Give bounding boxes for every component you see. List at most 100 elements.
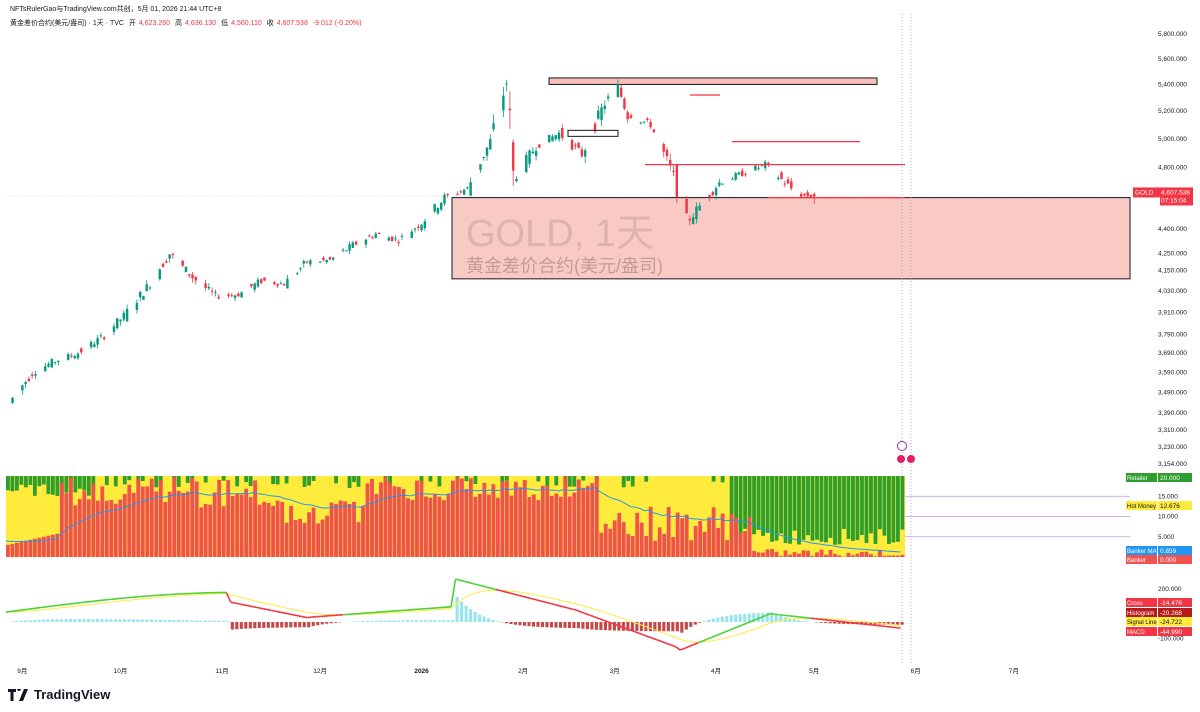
candle-body xyxy=(695,206,698,220)
macd-histogram-bar xyxy=(540,622,545,628)
signal-line-segment xyxy=(235,595,240,598)
banker-ma-segment xyxy=(302,503,308,506)
macd-line-segment xyxy=(284,612,290,615)
banker-bar xyxy=(442,500,446,557)
candle xyxy=(757,165,760,171)
retailer-bar xyxy=(536,476,541,482)
candle-body xyxy=(662,143,665,152)
candle xyxy=(217,294,220,300)
signal-line-segment xyxy=(581,604,586,608)
signal-line-segment xyxy=(774,620,780,623)
macd-histogram-bar xyxy=(289,622,293,628)
retailer-bar xyxy=(122,476,127,485)
macd-histogram-bar xyxy=(82,619,86,622)
signal-line-segment xyxy=(540,595,546,598)
macd-histogram-bar xyxy=(581,622,585,629)
banker-ma-segment xyxy=(145,498,151,501)
candle-body xyxy=(367,235,371,237)
macd-line-segment xyxy=(747,620,753,624)
banker-ma-segment xyxy=(262,493,267,496)
macd-line-segment xyxy=(675,646,681,651)
banker-bar xyxy=(55,533,60,557)
banker-ma-badge-label: Banker MA xyxy=(1127,549,1157,555)
macd-histogram-bar xyxy=(275,622,279,628)
macd-line-segment xyxy=(630,629,636,633)
candle-body xyxy=(485,147,489,156)
candle xyxy=(754,165,757,171)
candle xyxy=(763,159,767,172)
banker-bar xyxy=(806,550,810,557)
candle xyxy=(377,231,381,235)
banker-bar xyxy=(113,503,118,557)
candle-body xyxy=(96,338,99,345)
macd-line-segment xyxy=(594,616,600,620)
banker-bar xyxy=(41,536,46,557)
candle-body xyxy=(813,194,816,197)
price-badge-symbol-bg xyxy=(1133,187,1160,198)
macd-histogram-bar xyxy=(77,619,82,622)
macd-line-segment xyxy=(82,601,88,604)
signal-line-segment xyxy=(621,617,627,621)
banker-bar xyxy=(266,502,271,557)
candle xyxy=(685,196,688,214)
candle-body xyxy=(99,335,103,337)
macd-histogram-bar xyxy=(352,621,356,622)
candle-body xyxy=(309,260,312,265)
candle-body xyxy=(161,263,165,267)
banker-ma-segment xyxy=(509,488,515,491)
macd-line-segment xyxy=(733,625,739,630)
signal-line-segment xyxy=(680,638,685,642)
retailer-bar xyxy=(860,476,864,536)
signal-line-segment xyxy=(720,637,726,640)
banker-ma-segment xyxy=(414,493,420,496)
signal-line-segment xyxy=(531,593,537,596)
macd-histogram-bar xyxy=(864,622,868,625)
signal-line-segment xyxy=(459,597,465,602)
candle xyxy=(718,178,721,188)
candle xyxy=(273,281,276,286)
macd-histogram-bar xyxy=(50,619,55,622)
banker-ma-segment xyxy=(666,514,672,518)
macd-histogram-bar xyxy=(621,622,625,631)
candle-body xyxy=(119,319,122,322)
candle-body xyxy=(603,105,607,109)
symbol-text[interactable]: 黄金差价合约(美元/盎司) · 1天 · TVC xyxy=(10,20,124,27)
macd-line-segment xyxy=(518,594,524,598)
banker-bar xyxy=(320,519,325,557)
macd-line-segment xyxy=(567,607,573,610)
macd-line-segment xyxy=(504,591,510,594)
banker-bar xyxy=(612,520,617,557)
candle xyxy=(27,376,31,383)
tradingview-logo[interactable]: TradingView xyxy=(8,687,110,702)
price-tick-label: 3,590.000 xyxy=(1158,370,1187,377)
price-badge-symbol: GOLD xyxy=(1135,189,1154,196)
macd-histogram-bar xyxy=(23,620,28,622)
tradingview-brand: TradingView xyxy=(34,687,111,702)
macd-line-segment xyxy=(756,616,762,620)
signal-line-segment xyxy=(298,609,303,612)
retailer-bar xyxy=(567,476,572,487)
signal-line-segment xyxy=(716,638,721,641)
macd-histogram-bar xyxy=(325,622,329,624)
retailer-bar xyxy=(23,476,28,488)
banker-ma-segment xyxy=(522,487,528,490)
macd-histogram-bar xyxy=(630,622,634,631)
macd-histogram-bar xyxy=(451,620,455,622)
banker-bar xyxy=(50,534,55,557)
banker-badge-value: 0.000 xyxy=(1160,557,1177,564)
macd-line-segment xyxy=(293,614,299,617)
candle xyxy=(803,193,806,198)
signal-line-segment xyxy=(100,602,105,604)
retailer-bar xyxy=(334,476,338,484)
candle xyxy=(786,176,790,184)
banker-bar xyxy=(379,482,383,557)
macd-histogram-bar xyxy=(158,619,162,622)
macd-histogram-bar xyxy=(266,622,270,628)
banker-ma-segment xyxy=(194,491,200,494)
banker-bar xyxy=(302,522,307,557)
candle-body xyxy=(534,151,538,156)
retailer-bar xyxy=(64,476,69,493)
signal-line-segment xyxy=(302,610,308,613)
macd-histogram-bar xyxy=(446,620,450,622)
candle-body xyxy=(652,129,656,133)
